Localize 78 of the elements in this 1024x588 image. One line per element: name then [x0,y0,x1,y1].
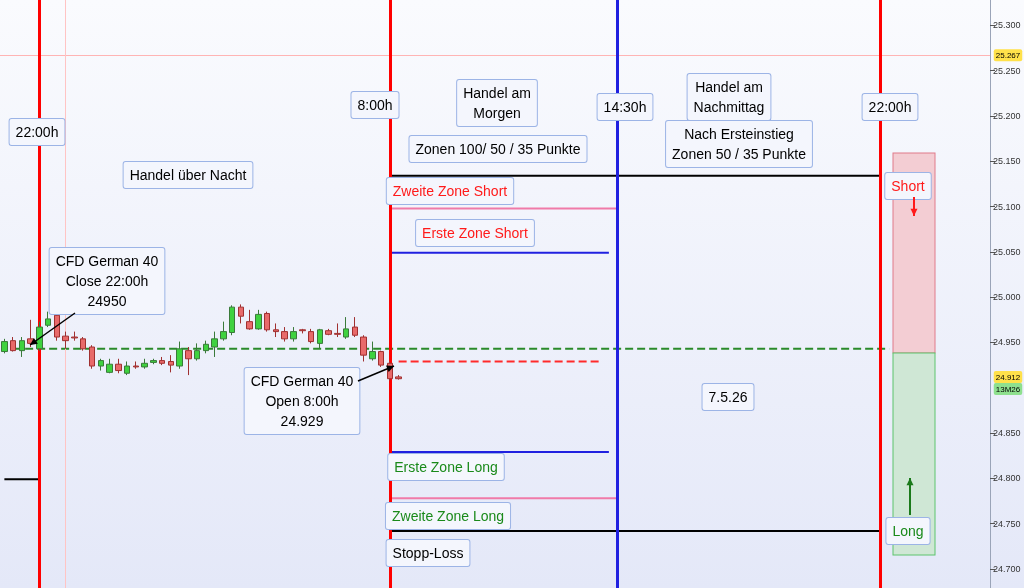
candlestick [273,322,279,338]
annotation: Nach Ersteinstieg Zonen 50 / 35 Punkte [672,126,807,162]
candlestick [220,321,227,342]
candlestick [211,331,218,358]
candlestick [264,311,270,333]
candlestick [124,361,130,376]
candlestick [1,338,8,354]
candlestick [19,336,25,358]
candlestick [185,346,192,376]
candlestick [369,341,376,362]
candlestick [378,350,384,368]
candlestick [168,354,174,373]
text: 24.912 [995,372,1021,382]
ref-line-label: 25.267 [995,50,1021,60]
candlestick [115,358,122,374]
candlestick [133,361,139,370]
annotation: Short [891,178,925,194]
candlestick [71,331,78,342]
candlestick [98,358,104,372]
annotation: 22:00h [868,99,912,115]
y-tick-label: 25.100 [993,201,1021,212]
annotation: Erste Zone Long [394,459,498,475]
candlestick [255,309,262,331]
candlestick [176,341,183,370]
annotation: Stopp-Loss [392,545,464,561]
candlestick [238,303,244,324]
y-tick-label: 24.800 [993,473,1021,484]
candlestick [229,304,235,336]
y-tick-label: 25.150 [993,156,1021,167]
candlestick [334,322,341,338]
candlestick [80,336,86,352]
annotation: Zweite Zone Long [391,508,505,524]
candlestick [36,321,43,352]
candlestick [62,331,69,350]
annotation: CFD German 40 Open 8:00h 24.929 [250,373,354,429]
candlestick [10,336,16,353]
candlestick [352,316,358,338]
candlestick [141,358,148,370]
candlestick [299,328,306,334]
annotation: Handel am Morgen [463,85,531,121]
annotation: CFD German 40 Close 22:00h 24950 [55,253,159,309]
annotation: Handel über Nacht [129,167,247,183]
candlestick [317,328,323,350]
candlestick [106,358,113,374]
candlestick [395,374,402,381]
y-tick-label: 25.250 [993,65,1021,76]
y-tick-label: 25.000 [993,292,1021,303]
annotation: Handel am Nachmittag [693,79,765,115]
candlestick [325,328,332,336]
annotation: 22:00h [15,124,59,140]
candlestick [308,328,314,344]
candlestick [290,326,297,343]
candlestick [203,340,209,354]
annotation: 8:00h [357,97,393,113]
y-tick-label: 25.200 [993,110,1021,121]
candlestick [281,326,288,343]
y-tick-label: 25.300 [993,20,1021,31]
annotation: 14:30h [603,99,647,115]
candlestick [360,334,367,362]
y-tick-label: 24.850 [993,428,1021,439]
candlestick [343,316,349,340]
y-tick-label: 24.750 [993,518,1021,529]
y-tick-label: 24.700 [993,563,1021,574]
annotation: Zweite Zone Short [392,183,508,199]
annotation: Erste Zone Short [422,225,529,241]
annotation: Long [892,523,924,539]
candlestick [246,309,253,331]
candlestick [194,342,200,362]
y-tick-label: 24.950 [993,337,1021,348]
annotation: 7.5.26 [708,389,748,405]
candlestick [89,344,95,370]
candlestick [159,356,165,366]
candlestick [45,311,51,328]
annotation: Zonen 100/ 50 / 35 Punkte [415,141,581,157]
y-tick-label: 25.050 [993,246,1021,257]
text: 13M26 [995,384,1021,394]
candlestick [54,312,60,342]
candlestick [150,358,157,365]
